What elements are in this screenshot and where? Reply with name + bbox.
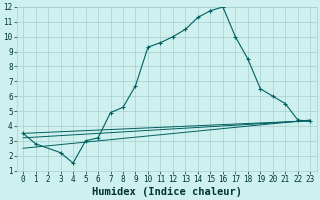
X-axis label: Humidex (Indice chaleur): Humidex (Indice chaleur) <box>92 186 242 197</box>
